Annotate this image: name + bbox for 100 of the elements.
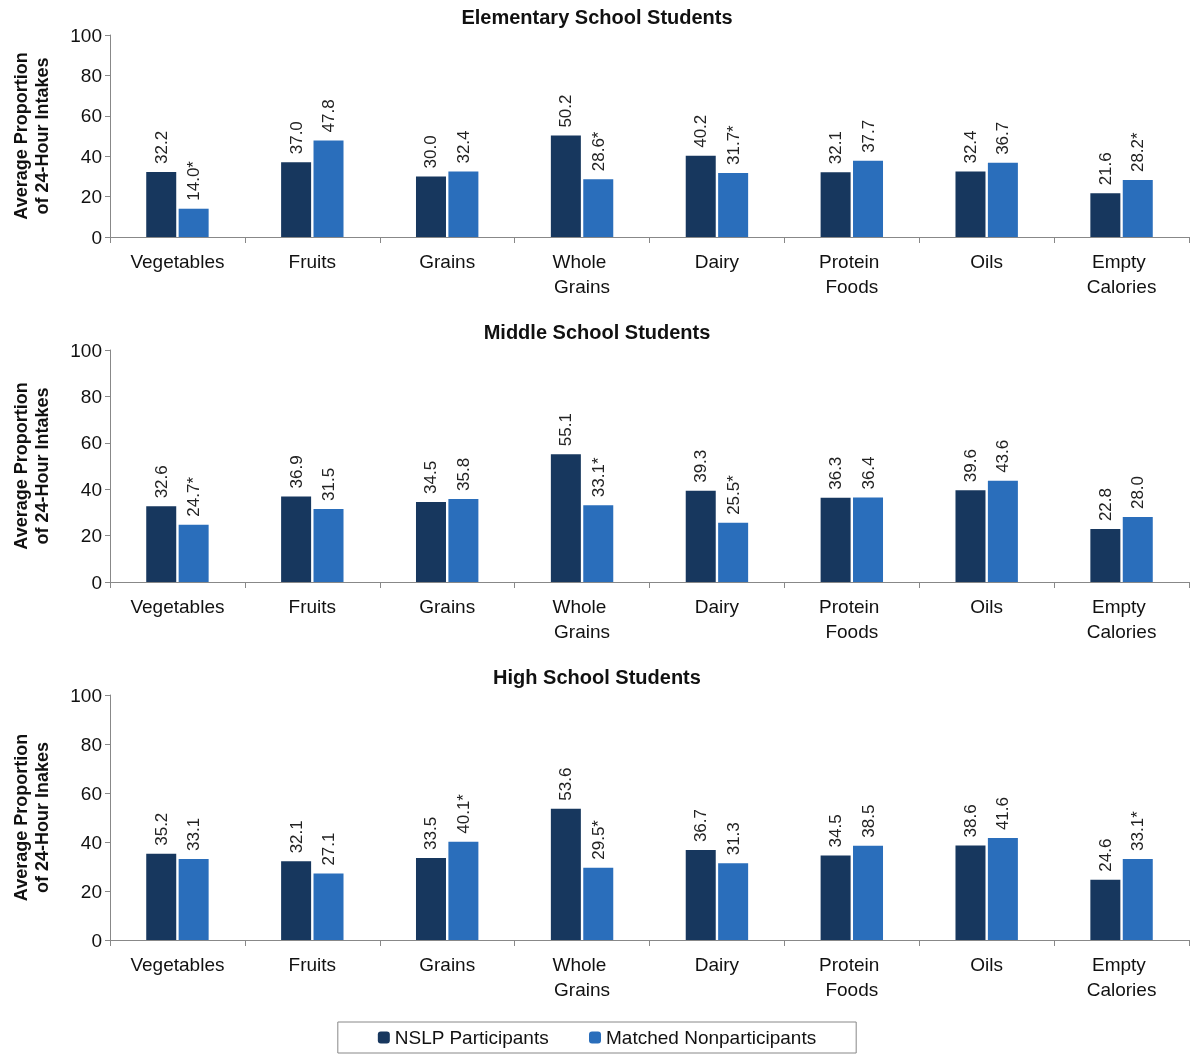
- data-label: 33.1*: [1128, 810, 1148, 851]
- data-label: 38.5: [858, 804, 878, 838]
- data-label: 14.0*: [184, 160, 204, 201]
- x-tick-label: Empty Calories: [1086, 954, 1157, 1000]
- bar: [820, 855, 851, 940]
- bar: [685, 490, 716, 582]
- legend-label: Matched Nonparticipants: [606, 1027, 817, 1048]
- bar: [1122, 180, 1153, 237]
- data-label: 34.5: [826, 814, 846, 848]
- data-label: 32.2: [151, 130, 171, 164]
- bar: [146, 853, 177, 940]
- x-tick-label: Vegetables: [130, 251, 225, 272]
- bar: [1122, 517, 1153, 582]
- data-label: 22.8: [1095, 488, 1115, 522]
- x-tick-label: Whole Grains: [552, 596, 612, 642]
- data-label: 33.5: [421, 816, 441, 850]
- data-label: 24.6: [1095, 838, 1115, 872]
- x-tick-label: Protein Foods: [819, 251, 885, 297]
- bar: [718, 863, 749, 940]
- x-tick-label: Empty Calories: [1086, 596, 1157, 642]
- bar: [313, 873, 344, 940]
- y-tick-label: 40: [80, 145, 102, 167]
- bar: [415, 501, 446, 582]
- data-label: 41.6: [993, 796, 1013, 831]
- data-label: 28.6*: [588, 131, 608, 172]
- data-label: 32.4: [960, 130, 980, 164]
- data-label: 35.2: [151, 812, 171, 846]
- y-tick-label: 0: [91, 226, 102, 248]
- bar: [685, 850, 716, 940]
- data-label: 50.2: [556, 94, 576, 128]
- data-label: 24.7*: [184, 476, 204, 517]
- data-label: 25.5*: [723, 474, 743, 515]
- x-tick-label: Oils: [970, 596, 1004, 617]
- bar: [955, 845, 986, 940]
- data-label: 30.0: [421, 135, 441, 169]
- x-tick-label: Protein Foods: [819, 954, 885, 1000]
- y-tick-label: 20: [80, 880, 102, 902]
- bar: [1090, 193, 1121, 237]
- y-tick-label: 0: [91, 929, 102, 951]
- data-label: 39.6: [960, 449, 980, 483]
- y-tick-label: 80: [80, 64, 102, 86]
- data-label: 31.5: [319, 467, 339, 501]
- bar: [178, 858, 209, 940]
- data-label: 33.1: [184, 817, 204, 851]
- bar: [313, 140, 344, 237]
- x-tick-label: Fruits: [288, 954, 337, 975]
- data-label: 32.6: [151, 465, 171, 499]
- y-tick-label: 20: [80, 525, 102, 547]
- data-label: 38.6: [960, 804, 980, 838]
- x-tick-label: Fruits: [288, 251, 337, 272]
- y-tick-label: 100: [70, 339, 102, 361]
- bar: [685, 155, 716, 237]
- x-tick-label: Empty Calories: [1086, 251, 1157, 297]
- x-tick-label: Dairy: [694, 596, 740, 617]
- data-label: 32.1: [286, 820, 306, 854]
- data-label: 53.6: [556, 767, 576, 801]
- x-tick-label: Grains: [419, 251, 476, 272]
- data-label: 21.6: [1095, 152, 1115, 186]
- bar: [1090, 529, 1121, 582]
- data-label: 40.1*: [453, 793, 473, 834]
- bar: [583, 179, 614, 237]
- bar: [448, 171, 479, 237]
- bar: [718, 522, 749, 582]
- bar: [146, 506, 177, 582]
- bar: [853, 497, 884, 582]
- y-tick-label: 60: [80, 105, 102, 127]
- bar: [987, 162, 1018, 237]
- x-tick-label: Dairy: [694, 954, 740, 975]
- y-tick-label: 0: [91, 571, 102, 593]
- bar: [550, 135, 581, 237]
- legend-label: NSLP Participants: [394, 1027, 549, 1048]
- bar: [448, 841, 479, 940]
- x-tick-label: Fruits: [288, 596, 337, 617]
- bar: [281, 861, 312, 940]
- y-tick-label: 100: [70, 24, 102, 46]
- bar: [987, 480, 1018, 582]
- x-tick-label: Vegetables: [130, 596, 225, 617]
- bar: [448, 498, 479, 582]
- data-label: 31.7*: [723, 124, 743, 165]
- bar: [550, 454, 581, 582]
- y-tick-label: 20: [80, 186, 102, 208]
- data-label: 31.3: [723, 822, 743, 856]
- bar: [281, 162, 312, 237]
- data-label: 33.1*: [588, 457, 608, 498]
- x-tick-label: Oils: [970, 954, 1004, 975]
- bar: [820, 172, 851, 237]
- bar: [146, 171, 177, 237]
- data-label: 36.3: [826, 456, 846, 490]
- data-label: 36.7: [691, 808, 711, 843]
- bar: [178, 208, 209, 237]
- y-tick-label: 60: [80, 782, 102, 804]
- bar: [583, 867, 614, 940]
- bar: [281, 496, 312, 582]
- bar: [583, 505, 614, 582]
- chart-title: Elementary School Students: [461, 6, 733, 28]
- y-tick-label: 100: [70, 684, 102, 706]
- bar: [853, 160, 884, 237]
- data-label: 37.0: [286, 121, 306, 155]
- data-label: 28.2*: [1128, 131, 1148, 173]
- data-label: 43.6: [993, 439, 1013, 473]
